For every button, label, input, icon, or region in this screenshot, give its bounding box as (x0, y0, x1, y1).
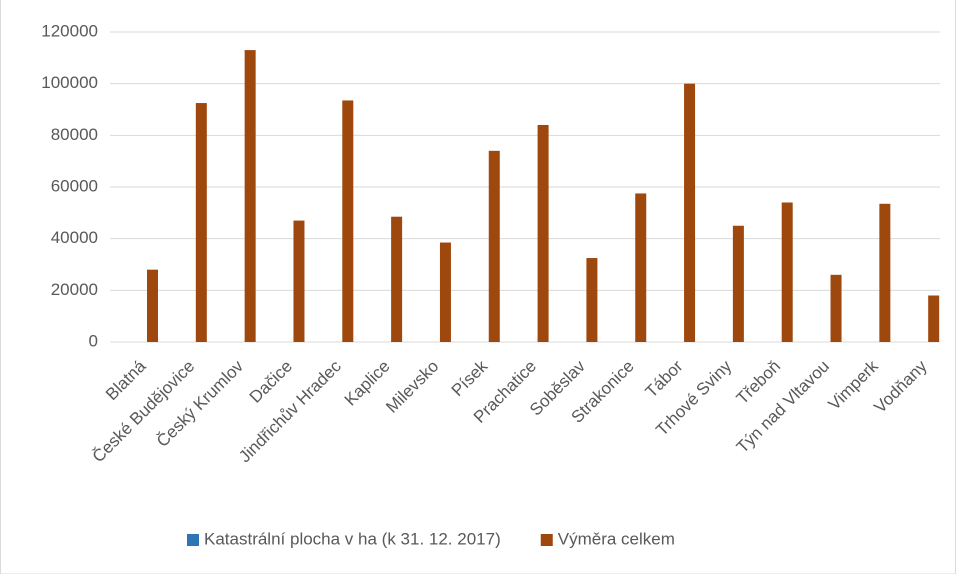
x-tick-label: Týn nad Vltavou (733, 357, 833, 457)
x-tick-label: Český Krumlov (153, 356, 248, 451)
x-tick-label: Písek (448, 356, 492, 400)
bar (830, 274, 842, 342)
legend-swatch (540, 534, 553, 546)
bar (342, 100, 354, 342)
legend-swatch (187, 534, 199, 546)
x-tick-label: Tábor (642, 356, 687, 401)
bar (684, 83, 696, 343)
y-tick-label: 40000 (51, 228, 98, 247)
bar (439, 242, 451, 342)
bar (488, 150, 500, 342)
bar (586, 258, 598, 342)
y-tick-label: 60000 (51, 176, 98, 195)
y-tick-label: 80000 (51, 125, 98, 144)
y-tick-label: 100000 (41, 73, 98, 92)
x-tick-label: Blatná (102, 356, 150, 404)
bar (147, 269, 158, 342)
x-tick-label: Milevsko (382, 357, 442, 417)
bar (244, 50, 256, 342)
bar (391, 216, 403, 342)
legend-label: Výměra celkem (558, 529, 675, 548)
bar (195, 103, 207, 343)
y-tick-label: 20000 (51, 280, 98, 299)
legend-label: Katastrální plocha v ha (k 31. 12. 2017) (204, 529, 501, 548)
y-tick-label: 120000 (41, 21, 98, 40)
bar (781, 202, 793, 342)
bar (635, 193, 647, 342)
x-tick-label: Vodňany (870, 356, 931, 417)
bar (293, 220, 305, 342)
bar (732, 225, 744, 342)
y-tick-label: 0 (89, 331, 98, 350)
bar (928, 295, 940, 342)
bar (537, 125, 549, 342)
bar (879, 203, 891, 342)
